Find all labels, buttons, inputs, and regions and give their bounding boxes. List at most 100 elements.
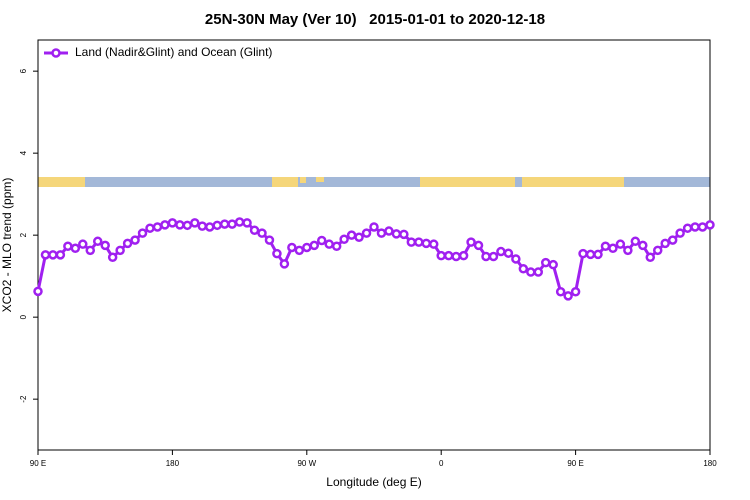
legend-marker [51, 48, 61, 58]
data-point [488, 251, 499, 262]
data-point [585, 249, 596, 260]
data-point [227, 219, 237, 229]
data-point [533, 267, 544, 277]
data-point [40, 250, 51, 260]
data-point [33, 286, 43, 297]
data-point [384, 226, 394, 236]
data-point [152, 222, 163, 232]
data-point [167, 218, 178, 228]
legend-label: Land (Nadir&Glint) and Ocean (Glint) [75, 45, 272, 59]
data-point [645, 252, 656, 263]
x-tick-label: 180 [703, 459, 717, 468]
data-point [48, 250, 58, 260]
data-point [346, 230, 357, 240]
data-point [137, 228, 148, 238]
data-point [503, 248, 514, 258]
data-point [615, 239, 626, 249]
data-point [324, 239, 334, 249]
data-point [675, 228, 685, 238]
data-point [526, 267, 536, 277]
y-tick-label: 6 [19, 68, 28, 73]
data-point [399, 229, 409, 240]
y-tick-label: -2 [19, 395, 28, 403]
y-tick-label: 2 [19, 232, 28, 237]
data-point [257, 228, 267, 238]
data-point [204, 222, 215, 232]
data-point [406, 237, 417, 247]
data-point [414, 237, 424, 247]
plot-frame [37, 39, 711, 451]
data-point [563, 291, 573, 301]
data-point [496, 246, 506, 257]
data-point [376, 228, 387, 238]
data-point [458, 250, 469, 261]
data-point [570, 286, 581, 297]
y-axis-label: XCO2 - MLO trend (ppm) [0, 178, 14, 313]
data-point [608, 243, 618, 254]
data-point [85, 245, 96, 256]
data-point [428, 239, 439, 249]
data-point [55, 250, 66, 260]
data-point [638, 240, 648, 251]
data-point [122, 238, 133, 249]
data-point [130, 235, 140, 245]
y-tick-label: 0 [19, 314, 28, 319]
data-point [667, 235, 678, 245]
data-point [443, 250, 454, 261]
data-point [421, 238, 432, 249]
y-tick-label: 4 [19, 150, 28, 155]
data-point [272, 248, 282, 259]
data-point [623, 245, 633, 256]
data-point [518, 264, 529, 274]
data-point [302, 242, 312, 253]
data-point [511, 254, 521, 264]
data-point [682, 223, 693, 233]
data-point [63, 241, 73, 251]
data-point [175, 220, 185, 230]
data-point [548, 259, 558, 270]
x-tick-label: 180 [166, 459, 180, 468]
data-point [361, 228, 372, 238]
data-point [212, 220, 222, 231]
data-point [630, 236, 641, 247]
data-point [78, 239, 88, 249]
chart-title: 25N-30N May (Ver 10) 2015-01-01 to 2020-… [205, 11, 545, 28]
data-point [436, 250, 446, 261]
data-point [690, 222, 700, 232]
data-point [481, 251, 491, 262]
data-point [242, 218, 252, 228]
data-point [540, 257, 551, 268]
x-tick-label: 90 E [567, 459, 583, 468]
data-point [100, 240, 110, 251]
data-point [600, 241, 611, 251]
data-point [145, 223, 155, 233]
map-strip [38, 177, 710, 187]
data-point [697, 222, 708, 232]
data-point [249, 225, 260, 235]
x-tick-label: 90 W [297, 459, 316, 468]
data-point [107, 252, 118, 263]
data-point [705, 220, 715, 230]
data-point [593, 249, 603, 260]
data-point [473, 240, 484, 251]
data-point [92, 236, 103, 247]
data-point [578, 248, 588, 259]
data-point [451, 251, 461, 262]
x-tick-label: 90 E [30, 459, 46, 468]
data-point [294, 245, 305, 256]
data-point [287, 242, 297, 253]
data-point [115, 245, 125, 256]
x-axis-label: Longitude (deg E) [326, 475, 421, 489]
data-point [555, 286, 566, 297]
data-point [391, 229, 402, 239]
data-point [309, 240, 320, 251]
data-point [652, 245, 663, 256]
data-point [160, 220, 170, 230]
data-point [660, 238, 670, 249]
data-point [331, 241, 342, 251]
data-point [182, 220, 193, 231]
data-point [70, 243, 81, 254]
x-tick-label: 0 [439, 459, 444, 468]
data-point [339, 234, 349, 245]
